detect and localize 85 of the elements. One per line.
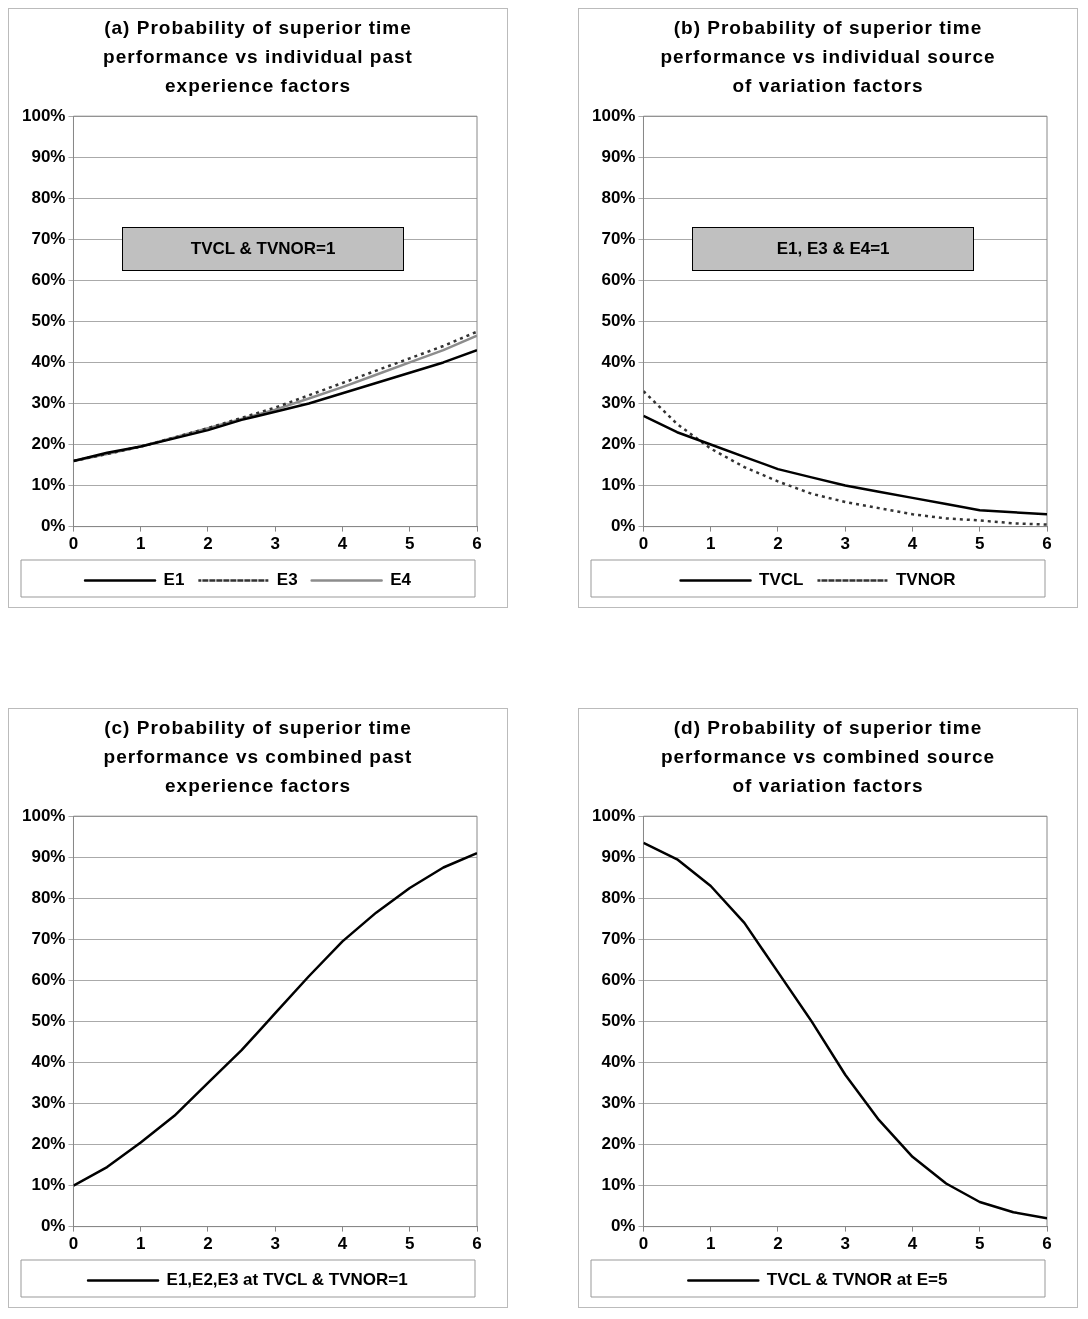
- y-tick-label: 10%: [31, 475, 66, 495]
- y-tick-label: 20%: [31, 1134, 66, 1154]
- y-tick-label: 10%: [601, 1175, 636, 1195]
- x-tick-label: 1: [706, 1234, 716, 1254]
- x-tick-label: 0: [68, 534, 79, 554]
- x-tick-label: 2: [203, 534, 213, 554]
- legend-label: E1,E2,E3 at TVCL & TVNOR=1: [166, 1270, 408, 1290]
- y-tick-label: 60%: [601, 970, 636, 990]
- x-tick-label: 5: [975, 534, 985, 554]
- chart-title: (a) Probability of superior time performance vs individual past experience factors: [102, 16, 414, 98]
- y-tick-label: 0%: [40, 516, 66, 536]
- y-tick-label: 30%: [31, 1093, 66, 1113]
- y-tick-label: 40%: [601, 352, 636, 372]
- y-tick-label: 50%: [601, 311, 636, 331]
- y-tick-label: 40%: [31, 1052, 66, 1072]
- y-tick-label: 90%: [601, 146, 636, 166]
- x-tick-label: 2: [203, 1234, 213, 1254]
- y-tick-label: 0%: [610, 516, 636, 536]
- y-tick-label: 60%: [601, 270, 636, 290]
- y-tick-label: 90%: [31, 846, 66, 866]
- x-tick-label: 6: [472, 534, 482, 554]
- y-tick-label: 70%: [601, 229, 636, 249]
- y-tick-label: 30%: [601, 393, 636, 413]
- y-tick-label: 40%: [31, 352, 66, 372]
- y-tick-label: 10%: [601, 475, 636, 495]
- y-tick-label: 70%: [601, 929, 636, 949]
- y-tick-label: 50%: [601, 1011, 636, 1031]
- y-tick-label: 80%: [601, 887, 636, 907]
- legend-label: E1: [163, 570, 185, 590]
- x-tick-label: 1: [136, 534, 146, 554]
- y-tick-label: 100%: [22, 105, 66, 125]
- y-tick-label: 40%: [601, 1052, 636, 1072]
- x-tick-label: 6: [472, 1234, 482, 1254]
- x-tick-label: 1: [706, 534, 716, 554]
- y-tick-label: 50%: [31, 1011, 66, 1031]
- x-tick-label: 1: [136, 1234, 146, 1254]
- y-tick-label: 20%: [601, 1134, 636, 1154]
- x-tick-label: 0: [638, 534, 649, 554]
- y-tick-label: 100%: [22, 805, 66, 825]
- note-box: TVCL & TVNOR=1: [121, 227, 405, 271]
- y-tick-label: 10%: [31, 1175, 66, 1195]
- x-tick-label: 3: [840, 534, 850, 554]
- legend-label: E4: [390, 570, 412, 590]
- x-tick-label: 0: [638, 1234, 649, 1254]
- y-tick-label: 20%: [31, 434, 66, 454]
- legend-label: TVCL: [759, 570, 804, 590]
- x-tick-label: 2: [773, 1234, 783, 1254]
- y-tick-label: 80%: [31, 887, 66, 907]
- x-tick-label: 3: [270, 1234, 280, 1254]
- y-tick-label: 30%: [601, 1093, 636, 1113]
- note-box: E1, E3 & E4=1: [691, 227, 975, 271]
- y-tick-label: 70%: [31, 929, 66, 949]
- y-tick-label: 100%: [592, 805, 636, 825]
- y-tick-label: 90%: [601, 846, 636, 866]
- y-tick-label: 60%: [31, 970, 66, 990]
- y-tick-label: 30%: [31, 393, 66, 413]
- y-tick-label: 100%: [592, 105, 636, 125]
- chart-title: (b) Probability of superior time performance vs individual source of variation factors: [659, 16, 997, 98]
- x-tick-label: 4: [337, 534, 348, 554]
- x-tick-label: 4: [907, 1234, 918, 1254]
- x-tick-label: 0: [68, 1234, 79, 1254]
- y-tick-label: 60%: [31, 270, 66, 290]
- legend-label: TVNOR: [895, 570, 956, 590]
- x-tick-label: 3: [840, 1234, 850, 1254]
- x-tick-label: 5: [405, 1234, 415, 1254]
- x-tick-label: 6: [1042, 1234, 1052, 1254]
- x-tick-label: 5: [975, 1234, 985, 1254]
- x-tick-label: 3: [270, 534, 280, 554]
- x-tick-label: 4: [337, 1234, 348, 1254]
- chart-title: (c) Probability of superior time performance vs combined past experience factors: [102, 716, 414, 798]
- x-tick-label: 4: [907, 534, 918, 554]
- y-tick-label: 80%: [31, 187, 66, 207]
- x-tick-label: 6: [1042, 534, 1052, 554]
- y-tick-label: 0%: [40, 1216, 66, 1236]
- x-tick-label: 2: [773, 534, 783, 554]
- y-tick-label: 90%: [31, 146, 66, 166]
- y-tick-label: 20%: [601, 434, 636, 454]
- y-tick-label: 80%: [601, 187, 636, 207]
- y-tick-label: 50%: [31, 311, 66, 331]
- y-tick-label: 70%: [31, 229, 66, 249]
- legend-label: TVCL & TVNOR at E=5: [766, 1270, 948, 1290]
- legend-label: E3: [276, 570, 298, 590]
- chart-title: (d) Probability of superior time performance vs combined source of variation factors: [659, 716, 997, 798]
- x-tick-label: 5: [405, 534, 415, 554]
- y-tick-label: 0%: [610, 1216, 636, 1236]
